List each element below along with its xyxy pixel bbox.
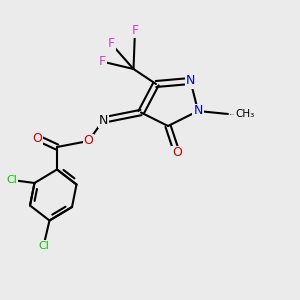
Text: N: N xyxy=(99,113,108,127)
Text: F: F xyxy=(98,55,106,68)
Text: N: N xyxy=(186,74,195,88)
Text: N: N xyxy=(193,104,203,118)
Text: O: O xyxy=(33,131,42,145)
Text: Cl: Cl xyxy=(38,241,49,251)
Text: O: O xyxy=(172,146,182,160)
Text: F: F xyxy=(131,23,139,37)
Text: F: F xyxy=(107,37,115,50)
Text: O: O xyxy=(84,134,93,148)
Text: CH₃: CH₃ xyxy=(236,109,255,119)
Text: methyl: methyl xyxy=(230,113,234,115)
Text: Cl: Cl xyxy=(7,175,17,185)
